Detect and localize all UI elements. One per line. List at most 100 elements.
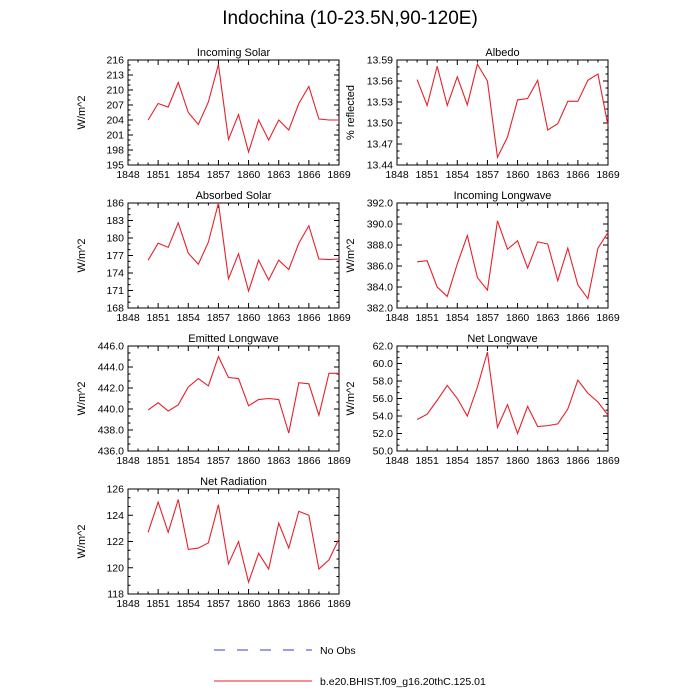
- panel-net-radiation-ytick-label: 118: [107, 589, 124, 601]
- panel-albedo-ytick-label: 13.50: [367, 118, 393, 130]
- panel-net-longwave-ytick-label: 58.0: [373, 376, 394, 388]
- panel-albedo-xtick-label: 1851: [415, 169, 439, 181]
- panel-absorbed-solar: Absorbed Solar W/m^2 1848 1851 1854 1857 1860 1…: [76, 190, 351, 324]
- panel-absorbed-solar-ytick-label: 174: [106, 268, 124, 280]
- panel-absorbed-solar-xtick-label: 1866: [297, 312, 321, 324]
- panel-incoming-solar-xtick-label: 1851: [146, 169, 170, 181]
- panel-emitted-longwave-ytick-label: 438.0: [98, 425, 124, 437]
- panel-net-longwave-ylabel: W/m^2: [345, 382, 357, 416]
- panel-incoming-longwave-ytick-label: 390.0: [367, 219, 393, 231]
- panel-net-radiation-ytick-label: 126: [106, 484, 124, 496]
- panel-net-radiation-xtick-label: 1860: [237, 598, 261, 610]
- panel-incoming-solar-ytick-label: 198: [106, 145, 124, 157]
- panel-absorbed-solar-ytick-label: 180: [106, 233, 124, 245]
- panel-emitted-longwave-ytick-label: 442.0: [98, 383, 124, 395]
- panel-incoming-solar-xtick-label: 1863: [267, 169, 291, 181]
- panel-net-radiation: Net Radiation W/m^2 1848 1851 1854 1857 1860 18…: [76, 476, 351, 610]
- panel-net-longwave-ytick-label: 54.0: [373, 411, 394, 423]
- panel-incoming-longwave-xtick-label: 1860: [506, 312, 530, 324]
- panel-net-radiation-ytick-label: 124: [106, 510, 124, 522]
- panel-albedo-frame: [396, 59, 609, 166]
- panel-albedo-ytick-label: 13.47: [367, 139, 393, 151]
- panel-incoming-longwave-ytick-label: 388.0: [367, 240, 393, 252]
- panel-albedo-xtick-label: 1866: [566, 169, 590, 181]
- panel-incoming-longwave-ylabel: W/m^2: [345, 239, 357, 273]
- panel-emitted-longwave: Emitted Longwave W/m^2 1848 1851 1854 1857 186…: [76, 333, 351, 467]
- panel-net-longwave-xtick-label: 1860: [506, 455, 530, 467]
- panel-incoming-solar-xtick-label: 1848: [116, 169, 140, 181]
- panel-net-radiation-xtick-label: 1848: [116, 598, 140, 610]
- panel-net-radiation-xtick-label: 1851: [146, 598, 170, 610]
- panel-emitted-longwave-ytick-label: 440.0: [98, 404, 124, 416]
- panel-albedo-xtick-label: 1869: [596, 169, 620, 181]
- panel-emitted-longwave-series-line: [147, 355, 339, 434]
- panel-incoming-longwave-series-line: [417, 220, 609, 300]
- panel-absorbed-solar-xtick-label: 1869: [327, 312, 351, 324]
- panel-emitted-longwave-xtick-label: 1848: [116, 455, 140, 467]
- panel-incoming-solar-ytick-label: 201: [106, 130, 124, 142]
- panel-albedo-xtick-label: 1848: [385, 169, 409, 181]
- panel-absorbed-solar-xtick-label: 1848: [116, 312, 140, 324]
- panel-emitted-longwave-frame: [127, 345, 340, 452]
- legend-item-b-e20-bhist-f09-g16-20thc-125-01-label: b.e20.BHIST.f09_g16.20thC.125.01: [320, 676, 486, 688]
- panel-absorbed-solar-title: Absorbed Solar: [196, 190, 272, 202]
- panel-net-radiation-ytick-label: 120: [106, 562, 124, 574]
- panel-net-radiation-xtick-label: 1869: [327, 598, 351, 610]
- panel-incoming-solar-ytick-label: 210: [106, 85, 124, 97]
- panel-incoming-longwave-frame: [396, 202, 609, 309]
- panel-net-radiation-xtick-label: 1863: [267, 598, 291, 610]
- panel-net-radiation-ylabel: W/m^2: [76, 525, 88, 559]
- panel-emitted-longwave-xtick-label: 1866: [297, 455, 321, 467]
- panel-albedo-xtick-label: 1863: [536, 169, 560, 181]
- panel-net-radiation-xtick-label: 1854: [177, 598, 201, 610]
- panel-absorbed-solar-xtick-label: 1857: [207, 312, 231, 324]
- panel-net-radiation-ytick-label: 122: [106, 536, 124, 548]
- panel-net-radiation-title: Net Radiation: [200, 476, 267, 488]
- panel-incoming-longwave-xtick-label: 1857: [476, 312, 500, 324]
- panel-incoming-longwave-xtick-label: 1866: [566, 312, 590, 324]
- panel-incoming-longwave-ytick-label: 384.0: [367, 282, 393, 294]
- panel-albedo-ytick-label: 13.56: [367, 76, 393, 88]
- panel-incoming-longwave-xtick-label: 1863: [536, 312, 560, 324]
- panel-incoming-solar-frame: [127, 59, 340, 166]
- panel-incoming-longwave: Incoming Longwave W/m^2 1848 1851 1854 1857 18…: [345, 190, 620, 324]
- panel-absorbed-solar-ytick-label: 171: [106, 285, 124, 297]
- panel-incoming-solar-xtick-label: 1869: [327, 169, 351, 181]
- panel-absorbed-solar-ytick-label: 177: [106, 250, 124, 262]
- panel-net-longwave-series-line: [416, 351, 609, 436]
- panel-net-longwave-ytick-label: 50.0: [373, 446, 394, 458]
- legend: No Obs b.e20.BHIST.f09_g16.20thC.125.01: [214, 645, 486, 688]
- panel-incoming-solar-ytick-label: 204: [106, 115, 124, 127]
- panel-absorbed-solar-ytick-label: 186: [106, 198, 124, 210]
- legend-item-no-obs-label: No Obs: [320, 645, 356, 657]
- panel-incoming-longwave-xtick-label: 1848: [385, 312, 409, 324]
- panel-albedo-xtick-label: 1854: [446, 169, 470, 181]
- panel-emitted-longwave-ytick-label: 446.0: [98, 341, 124, 353]
- panel-incoming-solar-series-line: [147, 64, 339, 154]
- panel-albedo-ylabel: % reflected: [345, 85, 357, 140]
- panel-albedo-xtick-label: 1860: [506, 169, 530, 181]
- panel-incoming-solar-ytick-label: 195: [106, 160, 124, 172]
- panel-incoming-longwave-ytick-label: 382.0: [367, 303, 393, 315]
- panel-net-longwave-xtick-label: 1848: [385, 455, 409, 467]
- panel-net-longwave-ytick-label: 56.0: [373, 393, 394, 405]
- panel-albedo: Albedo % reflected 1848 1851 1854 1857 1860 186…: [345, 47, 620, 181]
- page-title: Indochina (10-23.5N,90-120E): [222, 8, 478, 29]
- panel-emitted-longwave-xtick-label: 1851: [146, 455, 170, 467]
- panel-net-longwave-ytick-label: 52.0: [373, 428, 394, 440]
- panel-net-longwave-ytick-label: 60.0: [373, 358, 394, 370]
- panel-net-longwave-xtick-label: 1857: [476, 455, 500, 467]
- panel-emitted-longwave-ytick-label: 444.0: [98, 362, 124, 374]
- panel-incoming-solar: Incoming Solar W/m^2 1848 1851 1854 1857 1860 1…: [76, 47, 351, 181]
- panel-absorbed-solar-ytick-label: 183: [106, 215, 124, 227]
- panel-emitted-longwave-title: Emitted Longwave: [188, 333, 279, 345]
- panel-net-longwave-xtick-label: 1869: [596, 455, 620, 467]
- panel-net-longwave-xtick-label: 1854: [446, 455, 470, 467]
- panel-incoming-longwave-xtick-label: 1851: [415, 312, 439, 324]
- panel-incoming-solar-title: Incoming Solar: [197, 47, 271, 59]
- panel-net-radiation-frame: [127, 488, 340, 595]
- panel-absorbed-solar-frame: [127, 202, 340, 309]
- panel-emitted-longwave-xtick-label: 1869: [327, 455, 351, 467]
- panel-net-longwave-xtick-label: 1866: [566, 455, 590, 467]
